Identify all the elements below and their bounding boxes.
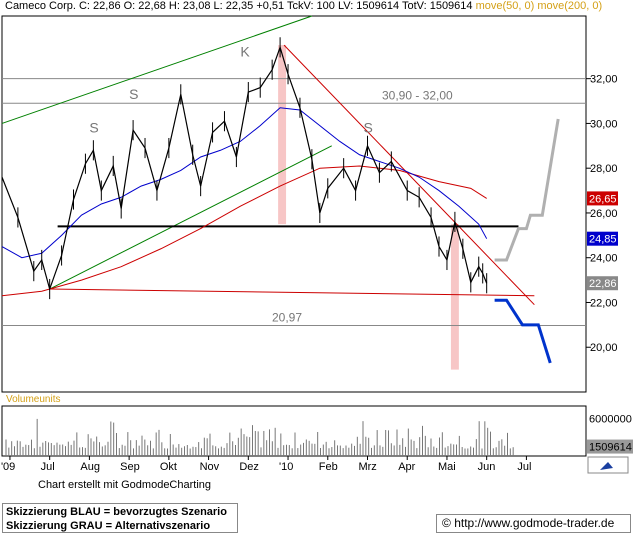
trendline-channel-upper	[1, 15, 313, 124]
instrument-name: Cameco Corp.	[5, 0, 76, 12]
trendline-channel-lower	[49, 145, 332, 290]
x-tick-label: Feb	[319, 461, 338, 473]
volume-tick-label: 6000000	[589, 414, 632, 426]
quote-line: C: 22,86 O: 22,68 H: 23,08 L: 22,35 +0,5…	[78, 0, 473, 12]
x-tick-label: Sep	[120, 461, 140, 473]
volume-panel	[1, 405, 587, 457]
scenario-legend: Skizzierung BLAU = bevorzugtes Szenario …	[2, 503, 238, 533]
x-tick-label: Jul	[41, 461, 55, 473]
pattern-label: S	[364, 119, 373, 135]
volume-value-tag	[587, 439, 633, 454]
y-tick-label: 30,00	[590, 118, 618, 130]
pencil-icon	[600, 462, 613, 470]
volume-tick-label: 1509614	[589, 442, 632, 454]
x-tick-label: '10	[279, 461, 293, 473]
price-panel	[1, 15, 587, 393]
value-tag	[587, 276, 618, 291]
x-tick-label: Jul	[517, 461, 531, 473]
ma200-line	[1, 165, 487, 297]
ma50-line	[1, 107, 488, 259]
y-tick-label: 24,00	[590, 253, 618, 265]
trendline-downtrend	[283, 44, 535, 306]
level-label: 30,90 - 32,00	[382, 88, 453, 102]
price-chart: 30,90 - 32,00 20,97 20,00 22,00 24,00 26,00 28…	[1, 15, 633, 474]
value-tag-label: 26,65	[589, 193, 617, 205]
x-tick-label: '09	[1, 461, 15, 473]
scenario-blue	[494, 298, 552, 364]
pattern-label: S	[129, 86, 138, 102]
copyright-icon: ©	[442, 516, 451, 530]
level-label: 20,97	[272, 311, 302, 325]
x-tick-label: Nov	[200, 461, 220, 473]
y-tick-label: 26,00	[590, 208, 618, 220]
chart-credit: Chart erstellt mit GodmodeCharting	[38, 479, 212, 491]
url-text: http://www.godmode-trader.de	[454, 516, 615, 530]
x-tick-label: Mai	[438, 461, 456, 473]
y-tick-label: 32,00	[590, 74, 618, 86]
x-tick-label: Apr	[398, 461, 415, 473]
chart-header: Cameco Corp. C: 22,86 O: 22,68 H: 23,08 …	[5, 0, 602, 12]
y-tick-label: 20,00	[590, 342, 618, 354]
highlight-band	[450, 224, 459, 370]
legend-grey: Skizzierung GRAU = Alternativszenario	[6, 520, 211, 532]
y-tick-label: 22,00	[590, 297, 618, 309]
pattern-label: K	[240, 43, 250, 59]
legend-blue: Skizzierung BLAU = bevorzugtes Szenario	[6, 506, 227, 518]
x-tick-label: Okt	[160, 461, 177, 473]
value-tag-label: 22,86	[589, 278, 617, 290]
volume-label: Volumeunits	[6, 394, 60, 405]
x-tick-label: Mrz	[358, 461, 376, 473]
y-tick-label: 28,00	[590, 163, 618, 175]
pattern-label: S	[89, 119, 98, 135]
x-tick-label: Dez	[239, 461, 259, 473]
source-link[interactable]: © http://www.godmode-trader.de	[436, 514, 631, 533]
x-tick-label: Jun	[478, 461, 496, 473]
moving-average-label: move(50, 0) move(200, 0)	[475, 0, 603, 12]
trendline-neckline	[49, 288, 535, 297]
value-tag	[587, 191, 618, 206]
scenario-grey	[494, 118, 560, 262]
value-tag	[587, 231, 618, 246]
x-tick-label: Aug	[80, 461, 100, 473]
highlight-band	[278, 45, 287, 225]
value-tag-label: 24,85	[589, 234, 617, 246]
